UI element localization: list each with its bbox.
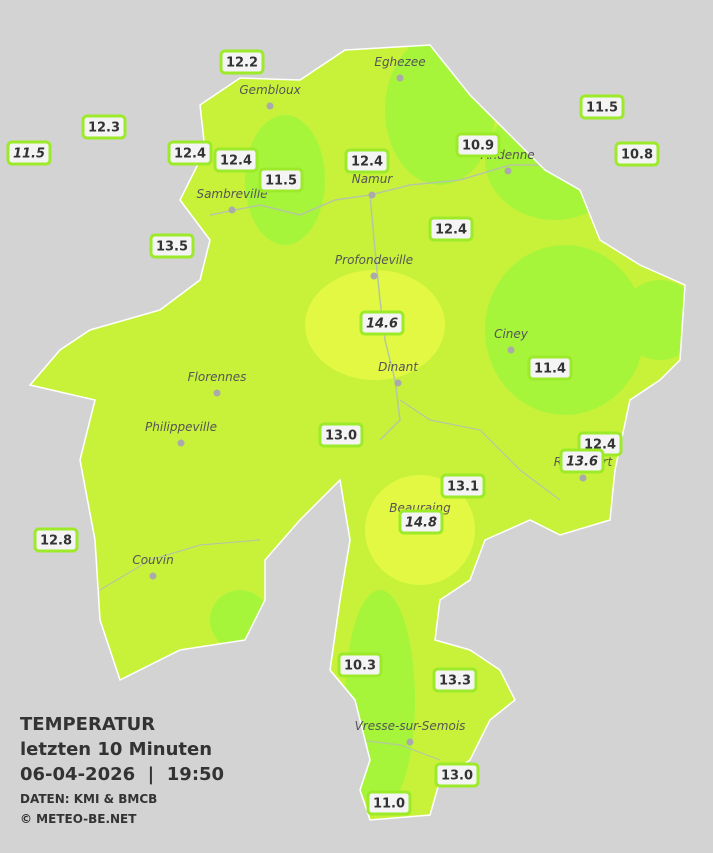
station-box <box>527 355 573 381</box>
city-name: Florennes <box>188 370 247 384</box>
city-dot <box>370 272 378 280</box>
city-name: Ciney <box>494 327 529 341</box>
station-value: 10.8 <box>621 148 653 163</box>
station-box <box>455 132 501 158</box>
station-box <box>614 141 660 167</box>
city-name: Vresse-sur-Semois <box>355 719 466 733</box>
city-dot <box>228 206 236 214</box>
station-box <box>344 148 390 174</box>
station-value: 12.4 <box>174 147 206 162</box>
station-value: 13.5 <box>156 240 188 255</box>
city-dot <box>213 389 221 397</box>
legend: TEMPERATUR letzten 10 Minuten 06-04-2026… <box>20 714 224 826</box>
station-box <box>366 790 412 816</box>
station-box <box>33 527 79 553</box>
station-value: 12.2 <box>226 56 258 71</box>
city-dot <box>396 74 404 82</box>
station-box <box>432 667 478 693</box>
station-box <box>398 509 444 535</box>
legend-copyright: © METEO-BE.NET <box>20 812 137 826</box>
city-dot <box>507 346 515 354</box>
station-value: 11.5 <box>265 174 297 189</box>
legend-source: DATEN: KMI & BMCB <box>20 792 157 806</box>
station-box <box>258 167 304 193</box>
station-value: 13.6 <box>566 455 598 470</box>
station-value: 12.4 <box>351 155 383 170</box>
city-name: Gembloux <box>239 83 301 97</box>
station-value: 13.1 <box>447 480 479 495</box>
city-name: Dinant <box>378 360 419 374</box>
station-box <box>81 114 127 140</box>
station-box <box>434 762 480 788</box>
city-name: Sambreville <box>196 187 267 201</box>
station-value: 14.6 <box>366 317 398 332</box>
station-value: 13.3 <box>439 674 471 689</box>
station-value: 12.4 <box>435 223 467 238</box>
station-box <box>428 216 474 242</box>
city-dot <box>368 191 376 199</box>
station-value: 14.8 <box>405 516 437 531</box>
station-value: 11.0 <box>373 797 405 812</box>
station-box <box>167 140 213 166</box>
city-name: Couvin <box>132 553 173 567</box>
station-box <box>559 448 605 474</box>
station-box <box>6 140 52 166</box>
station-box <box>337 652 383 678</box>
station-value: 11.5 <box>13 147 45 162</box>
legend-title: TEMPERATUR <box>20 714 155 735</box>
city-name: Eghezee <box>374 55 425 69</box>
city-dot <box>149 572 157 580</box>
station-value: 10.3 <box>344 659 376 674</box>
station-box <box>318 422 364 448</box>
station-value: 12.4 <box>220 154 252 169</box>
station-box <box>579 94 625 120</box>
city-dot <box>394 379 402 387</box>
station-box <box>219 49 265 75</box>
station-value: 11.4 <box>534 362 566 377</box>
station-box <box>359 310 405 336</box>
city-name: Profondeville <box>335 253 413 267</box>
station-value: 12.3 <box>88 121 120 136</box>
station-value: 12.8 <box>40 534 72 549</box>
legend-period: letzten 10 Minuten <box>20 739 212 760</box>
legend-datetime: 06-04-2026 | 19:50 <box>20 764 224 785</box>
city-dot <box>266 102 274 110</box>
city-dot <box>504 167 512 175</box>
station-value: 13.0 <box>325 429 357 444</box>
city-name: Philippeville <box>145 420 217 434</box>
station-box <box>440 473 486 499</box>
station-box <box>149 233 195 259</box>
city-dot <box>177 439 185 447</box>
station-box <box>213 147 259 173</box>
station-value: 10.9 <box>462 139 494 154</box>
station-value: 13.0 <box>441 769 473 784</box>
station-value: 11.5 <box>586 101 618 116</box>
city-dot <box>406 738 414 746</box>
city-dot <box>579 474 587 482</box>
stations: 12.2 12.3 11.5 12.4 12.4 11.5 12.4 10.9 11.5 10.8… <box>6 49 660 816</box>
city-name: Namur <box>352 172 394 186</box>
